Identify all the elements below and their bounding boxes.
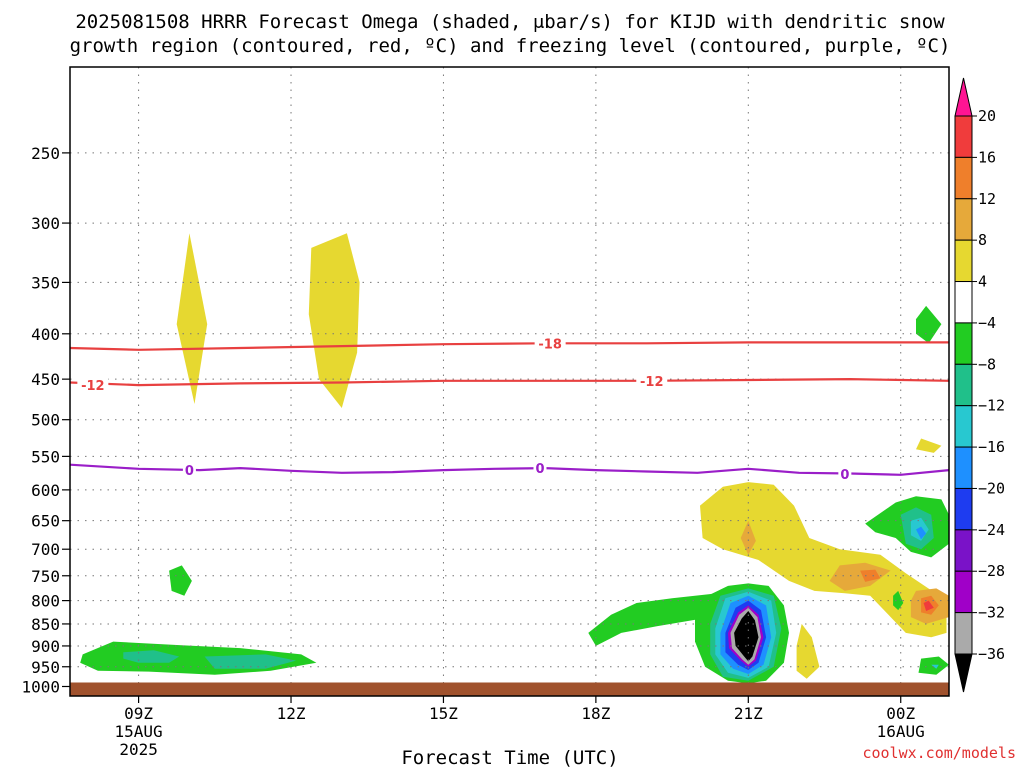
omega-region-8: [700, 482, 947, 638]
contour--18: [69, 341, 949, 351]
omega-region-19: [916, 526, 927, 540]
colorbar-box-13: [954, 612, 973, 655]
colorbar-label-2: 12: [978, 190, 996, 208]
colorbar-label-4: 4: [978, 273, 987, 291]
x-axis-title: Forecast Time (UTC): [401, 747, 618, 768]
colorbar-label-7: −12: [978, 397, 1005, 415]
colorbar-box-3: [954, 198, 973, 241]
colorbar-box-11: [954, 529, 973, 572]
omega-region-0: [176, 233, 208, 404]
colorbar-label-3: 8: [978, 231, 987, 249]
omega-region-22: [931, 664, 939, 669]
contour-label-bg-5: [838, 466, 852, 483]
contour-0: [69, 463, 950, 476]
y-tick-label-400: 400: [31, 325, 60, 344]
colorbar-label-6: −8: [978, 355, 996, 373]
y-tick-label-700: 700: [31, 540, 60, 559]
contour-label-1: -12: [81, 379, 105, 394]
contour-label-bg-1: [77, 377, 109, 394]
contour-label-bg-4: [533, 460, 547, 477]
y-tick-label-300: 300: [31, 214, 60, 233]
contour-label-bg-3: [182, 462, 196, 479]
omega-region-2: [916, 438, 942, 453]
y-tick-label-550: 550: [31, 447, 60, 466]
colorbar-box-6: [954, 322, 973, 365]
colorbar-label-9: −20: [978, 479, 1005, 497]
x-tick-label-18Z: 18Z: [581, 704, 610, 723]
x-tick-label-00Z: 00Z: [886, 704, 915, 723]
contour-label-bg-2: [636, 372, 668, 389]
y-tick-label-900: 900: [31, 637, 60, 656]
colorbar-label-0: 20: [978, 107, 996, 125]
colorbar-label-13: −36: [978, 645, 1005, 663]
colorbar-label-1: 16: [978, 148, 996, 166]
colorbar-box-2: [954, 156, 973, 200]
contour-label-bg-0: [534, 335, 566, 352]
colorbar-box-9: [954, 446, 973, 489]
colorbar-bottom-arrow: [954, 653, 973, 693]
y-tick-label-1000: 1000: [21, 677, 60, 696]
x-tick-label-15Z: 15Z: [429, 704, 458, 723]
omega-region-1: [308, 233, 360, 408]
y-tick-label-800: 800: [31, 592, 60, 611]
omega-region-23: [588, 593, 723, 646]
omega-region-7: [204, 654, 297, 669]
pressure-axis: 250 300 350 400 450 500 550 600 650 700 750 800 850 9…: [21, 144, 70, 696]
omega-region-9: [740, 520, 756, 555]
contour-label-2: -12: [640, 375, 664, 390]
x-tick-date-09Z: 15AUG: [115, 722, 163, 741]
y-tick-label-600: 600: [31, 481, 60, 500]
x-tick-label-21Z: 21Z: [734, 704, 763, 723]
contour-label-3: 0: [185, 464, 194, 479]
colorbar-label-8: −16: [978, 438, 1005, 456]
colorbar-label-11: −28: [978, 562, 1005, 580]
colorbar-box-1: [954, 115, 973, 158]
plot-frame: [69, 66, 950, 697]
omega-region-12: [796, 623, 820, 679]
x-tick-label-09Z: 09Z: [124, 704, 153, 723]
x-tick-label-12Z: 12Z: [277, 704, 306, 723]
colorbar: 20 16 12 8 4 −4 −8 −12 −16 −20 −24 −28 −32 −36: [954, 77, 1005, 693]
omega-shading: [80, 233, 949, 684]
colorbar-box-7: [954, 363, 973, 407]
colorbar-top-arrow: [954, 77, 973, 117]
y-tick-label-500: 500: [31, 411, 60, 430]
temperature-contours: -18 -12 -12 0 0 0: [69, 335, 950, 483]
y-tick-label-750: 750: [31, 567, 60, 586]
x-tick-date-00Z: 16AUG: [877, 722, 925, 741]
ground-surface: [70, 682, 949, 696]
chart-title-line2: growth region (contoured, red, ºC) and f…: [70, 35, 951, 57]
y-tick-label-350: 350: [31, 273, 60, 292]
y-tick-label-850: 850: [31, 615, 60, 634]
omega-region-4: [169, 565, 192, 596]
omega-region-6: [123, 650, 180, 663]
omega-region-15: [923, 600, 934, 611]
colorbar-box-4: [954, 239, 973, 283]
colorbar-box-12: [954, 570, 973, 614]
colorbar-label-12: −32: [978, 604, 1005, 622]
contour-label-5: 0: [840, 468, 849, 483]
y-tick-label-450: 450: [31, 370, 60, 389]
colorbar-label-5: −4: [978, 314, 996, 332]
omega-region-20: [893, 590, 904, 611]
colorbar-box-8: [954, 405, 973, 448]
omega-region-3: [916, 305, 942, 344]
y-tick-label-650: 650: [31, 512, 60, 531]
contour-label-4: 0: [535, 462, 544, 477]
x-tick-year-09Z: 2025: [119, 740, 158, 759]
omega-region-31: [734, 611, 759, 662]
contour-label-0: -18: [538, 337, 562, 352]
colorbar-box-5: [954, 281, 973, 324]
credit-link[interactable]: coolwx.com/models: [862, 744, 1016, 762]
omega-region-11: [860, 569, 881, 582]
y-tick-label-950: 950: [31, 658, 60, 677]
colorbar-label-10: −24: [978, 521, 1005, 539]
chart-title-line1: 2025081508 HRRR Forecast Omega (shaded, …: [75, 11, 945, 33]
colorbar-box-10: [954, 487, 973, 531]
contour--12: [69, 377, 950, 387]
y-tick-label-250: 250: [31, 144, 60, 163]
